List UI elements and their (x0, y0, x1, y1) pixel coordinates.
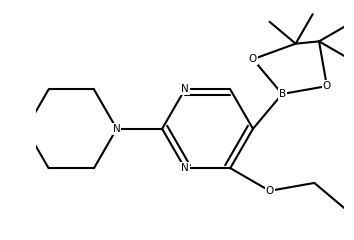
Text: N: N (113, 124, 121, 134)
Text: O: O (323, 81, 331, 91)
Text: O: O (249, 54, 257, 64)
Text: O: O (266, 186, 274, 196)
Text: N: N (181, 163, 189, 173)
Text: N: N (181, 84, 189, 95)
Text: B: B (279, 89, 286, 99)
